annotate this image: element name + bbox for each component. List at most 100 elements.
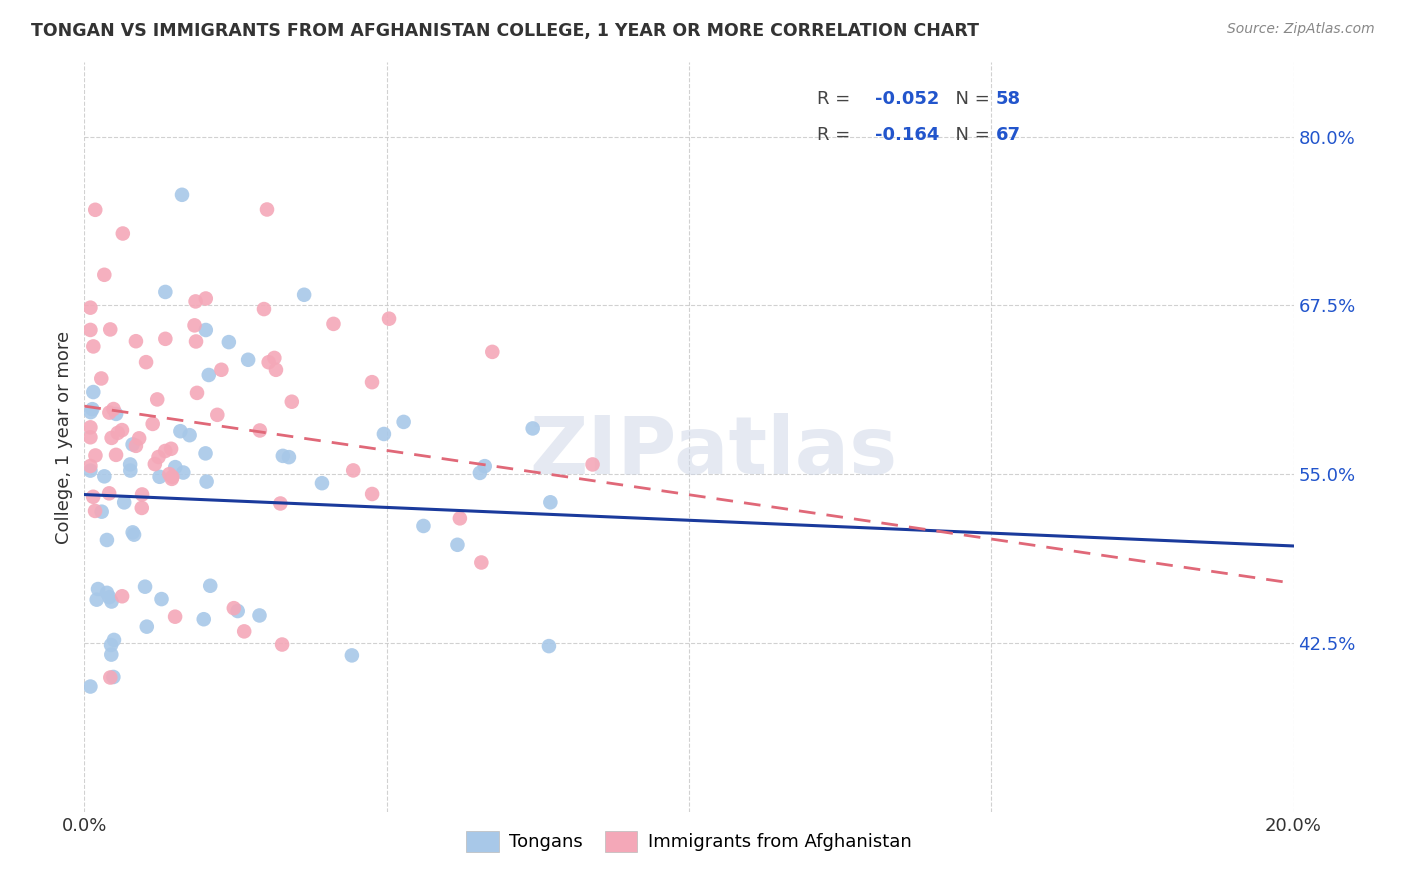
Point [474,459,496,474]
Point [361,487,384,501]
Point [105,407,128,421]
Point [82,339,104,353]
Point [249,608,271,623]
Point [162,470,184,484]
Point [82,490,104,504]
Point [470,556,492,570]
Point [128,431,150,445]
Point [100,594,122,608]
Point [281,394,304,409]
Point [103,670,125,684]
Point [538,495,561,509]
Text: Source: ZipAtlas.com: Source: ZipAtlas.com [1227,22,1375,37]
Point [125,439,148,453]
Point [373,427,395,442]
Point [131,487,153,501]
Point [79,323,101,337]
Point [111,589,134,603]
Point [256,202,278,217]
Point [522,421,544,435]
Point [271,638,294,652]
Point [446,538,468,552]
Point [155,444,177,458]
Point [98,406,121,420]
Point [169,424,191,438]
Point [226,604,249,618]
Point [86,592,108,607]
Text: ZIPatlas: ZIPatlas [529,413,897,491]
Point [537,639,560,653]
Point [79,680,101,694]
Text: N =: N = [943,126,995,144]
Point [79,420,101,434]
Point [125,334,148,349]
Point [100,638,122,652]
Point [193,612,215,626]
Point [98,591,121,605]
Point [107,425,129,440]
Point [209,363,232,377]
Point [98,322,121,336]
Point [122,527,145,541]
Point [155,285,177,299]
Point [120,464,142,478]
Point [195,475,218,489]
Point [165,460,187,475]
Point [105,448,128,462]
Point [233,624,256,639]
Point [103,402,125,417]
Point [135,355,157,369]
Point [100,431,122,445]
Point [271,449,294,463]
Point [82,402,104,417]
Point [218,335,240,350]
Point [269,496,291,510]
Point [79,301,101,315]
Legend: Tongans, Immigrants from Afghanistan: Tongans, Immigrants from Afghanistan [458,823,920,859]
Point [257,355,280,369]
Point [93,268,115,282]
Point [249,424,271,438]
Text: N =: N = [943,90,995,108]
Point [311,476,333,491]
Point [79,430,101,444]
Point [98,671,121,685]
Point [84,449,107,463]
Point [392,415,415,429]
Text: -0.052: -0.052 [875,90,939,108]
Point [146,392,169,407]
Point [96,533,118,547]
Point [207,408,229,422]
Point [449,511,471,525]
Point [378,311,401,326]
Point [155,332,177,346]
Point [481,344,503,359]
Point [148,450,170,464]
Point [93,469,115,483]
Point [87,582,110,596]
Point [111,423,134,437]
Point [150,592,173,607]
Point [90,371,112,385]
Point [253,301,276,316]
Point [103,632,125,647]
Point [112,495,135,509]
Text: 58: 58 [995,90,1021,108]
Point [142,417,165,431]
Text: 67: 67 [995,126,1021,144]
Point [111,227,134,241]
Point [277,450,299,464]
Point [148,470,170,484]
Point [170,187,193,202]
Point [468,466,491,480]
Point [340,648,363,663]
Point [200,579,222,593]
Point [197,368,219,382]
Point [194,292,217,306]
Point [165,609,187,624]
Text: -0.164: -0.164 [875,126,939,144]
Point [96,586,118,600]
Point [82,385,104,400]
Point [143,457,166,471]
Point [581,458,603,472]
